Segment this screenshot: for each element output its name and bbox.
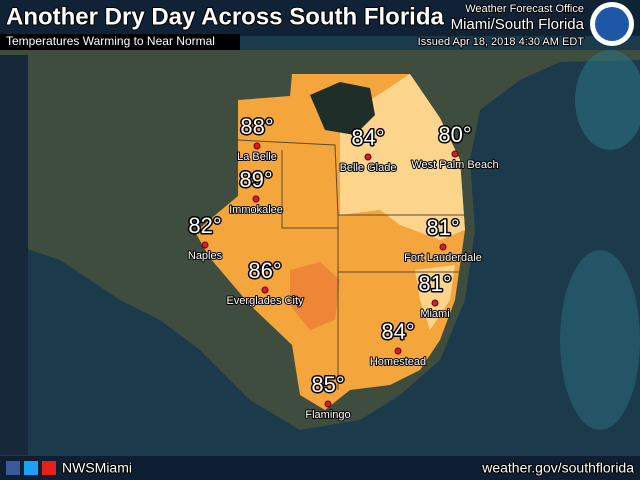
city-dot (324, 400, 332, 408)
subtitle: Temperatures Warming to Near Normal (6, 34, 215, 48)
footer-bar (0, 456, 640, 480)
lake-okeechobee (310, 82, 375, 135)
bahamas (575, 50, 640, 150)
city-name: La Belle (237, 151, 277, 163)
youtube-icon[interactable] (42, 461, 56, 475)
city-dot (431, 299, 439, 307)
city-dot (253, 142, 261, 150)
bahamas (560, 250, 640, 430)
temperature: 82° (188, 213, 221, 238)
city-dot (394, 347, 402, 355)
city-dot (451, 150, 459, 158)
city-dot (252, 195, 260, 203)
city-name: Naples (188, 250, 223, 262)
county-lines (237, 139, 465, 390)
side-bar (0, 55, 28, 455)
city-name: Miami (420, 308, 449, 320)
title: Another Dry Day Across South Florida (6, 3, 445, 30)
temperature: 81° (426, 215, 459, 240)
temperature: 89° (239, 167, 272, 192)
temperature: 88° (240, 114, 273, 139)
header-bar (0, 0, 640, 36)
city-name: Flamingo (305, 409, 350, 421)
temperature: 81° (418, 271, 451, 296)
city-name: Belle Glade (340, 162, 397, 174)
city-name: West Palm Beach (411, 159, 498, 171)
city-name: Homestead (370, 356, 426, 368)
temperature: 80° (438, 122, 471, 147)
subtitle-bar (0, 34, 240, 50)
region: Miami/South Florida (451, 16, 585, 33)
hot-zone (290, 262, 340, 330)
website[interactable]: weather.gov/southflorida (480, 459, 635, 477)
county-line (281, 150, 338, 229)
city-dot (364, 153, 372, 161)
nws-logo-inner (595, 7, 629, 41)
social-handle[interactable]: NWSMiami (61, 459, 133, 477)
temperature: 86° (248, 258, 281, 283)
temperature: 84° (381, 319, 414, 344)
city-dot (261, 286, 269, 294)
office: Weather Forecast Office (465, 3, 584, 15)
temperature: 84° (351, 125, 384, 150)
city-name: Everglades City (226, 295, 304, 307)
city-dot (439, 243, 447, 251)
temperature: 85° (311, 372, 344, 397)
county-line (237, 139, 465, 216)
city-name: Immokalee (229, 204, 283, 216)
city-dot (201, 241, 209, 249)
city-name: Fort Lauderdale (404, 252, 482, 264)
cool-zone (415, 265, 455, 330)
facebook-icon[interactable] (6, 461, 20, 475)
twitter-icon[interactable] (24, 461, 38, 475)
issued: Issued Apr 18, 2018 4:30 AM EDT (418, 36, 585, 48)
